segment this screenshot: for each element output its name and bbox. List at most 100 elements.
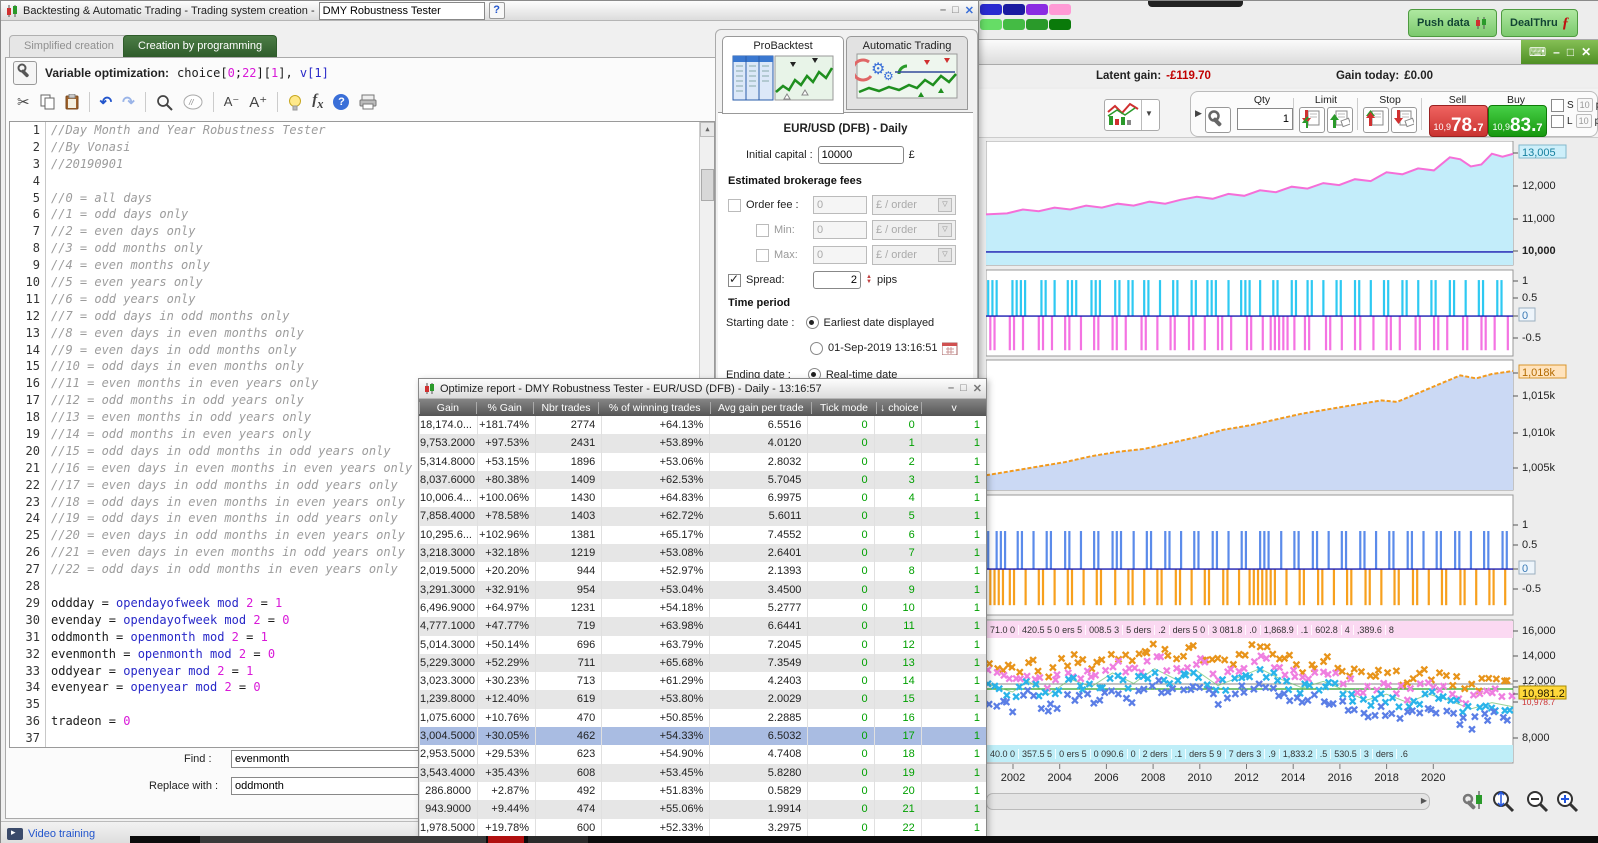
table-row[interactable]: 5,229.3000 +52.29% 711 +65.68% 7.3549 0 13 1	[419, 653, 986, 673]
palette-swatch[interactable]	[980, 4, 1002, 15]
workspace-palette[interactable]	[980, 4, 1090, 34]
collapsed-panel-handle[interactable]	[1148, 1, 1243, 7]
push-data-button[interactable]: Push data	[1408, 9, 1497, 37]
stop-buy-order-button[interactable]	[1391, 107, 1417, 133]
dealthru-button[interactable]: DealThru ƒ	[1501, 9, 1579, 37]
price-chart[interactable]: 13,00512,00011,00010,00010.50-0.51,018k1…	[986, 141, 1591, 791]
chart-settings-button[interactable]	[1460, 789, 1486, 815]
column-header--of-winning-trades[interactable]: % of winning trades	[598, 401, 710, 414]
print-icon[interactable]	[359, 94, 377, 110]
scroll-right-icon[interactable]: ▶	[1420, 796, 1427, 805]
table-row[interactable]: 10,295.6... +102.96% 1381 +65.17% 7.4552 0 6 1	[419, 525, 986, 545]
zoom-in-button[interactable]	[1554, 789, 1580, 815]
palette-swatch[interactable]	[1026, 19, 1048, 30]
palette-swatch[interactable]	[1049, 19, 1071, 30]
expand-arrow-icon[interactable]: ▶	[1195, 108, 1202, 118]
optimize-table-header[interactable]: Gain% Gain Nbr trades% of winning trades A…	[419, 399, 986, 416]
table-row[interactable]: 1,239.8000 +12.40% 619 +53.80% 2.0029 0 15 1	[419, 690, 986, 709]
code-line[interactable]: 21//16 = even days in even months in eve…	[10, 459, 700, 477]
table-row[interactable]: 286.8000 +2.87% 492 +51.83% 0.5829 0 20 1	[419, 781, 986, 801]
code-line[interactable]: 24//19 = odd days in even months in odd …	[10, 510, 700, 528]
palette-swatch[interactable]	[1003, 19, 1025, 30]
paste-icon[interactable]	[65, 94, 79, 110]
code-line[interactable]: 8//3 = odd months only	[10, 240, 700, 258]
video-training-link[interactable]: Video training	[28, 827, 96, 840]
code-line[interactable]: 25//20 = even days in odd months in even…	[10, 527, 700, 545]
redo-icon[interactable]: ↷	[122, 94, 135, 111]
min-fee-checkbox[interactable]	[756, 223, 769, 237]
code-line[interactable]: 3//20190901	[10, 155, 700, 173]
minimize-icon[interactable]: –	[1553, 45, 1560, 59]
scroll-up-icon[interactable]: ▲	[700, 122, 714, 137]
limit-buy-order-button[interactable]	[1327, 107, 1353, 133]
table-row[interactable]: 2,019.5000 +20.20% 944 +52.97% 2.1393 0 8 1	[419, 562, 986, 581]
calendar-icon[interactable]	[942, 341, 958, 355]
undo-icon[interactable]: ↶	[99, 94, 113, 111]
max-fee-unit-select[interactable]: £ / order ▽	[872, 245, 956, 265]
chevron-down-icon[interactable]: ▼	[1141, 100, 1156, 130]
spread-checkbox[interactable]	[728, 272, 741, 287]
chart-window-titlebar[interactable]: ⌨ – □ ✕	[978, 39, 1598, 65]
zoom-fit-button[interactable]	[1490, 789, 1516, 815]
tab-creation-by-programming[interactable]: Creation by programming	[123, 35, 278, 57]
column-header-tick-mode[interactable]: Tick mode	[810, 401, 877, 414]
column-header-v[interactable]: v	[921, 401, 986, 414]
table-row[interactable]: 3,218.3000 +32.18% 1219 +53.08% 2.6401 0 7 1	[419, 544, 986, 563]
column-header-avg-gain-per-trade[interactable]: Avg gain per trade	[709, 401, 811, 414]
table-row[interactable]: 3,023.3000 +30.23% 713 +61.29% 4.2403 0 14 1	[419, 672, 986, 691]
code-line[interactable]: 1//Day Month and Year Robustness Tester	[10, 122, 700, 139]
min-fee-unit-select[interactable]: £ / order ▽	[872, 220, 956, 240]
palette-swatch[interactable]	[1003, 4, 1025, 15]
code-line[interactable]: 17//12 = odd months in odd years only	[10, 392, 700, 410]
table-row[interactable]: 5,014.3000 +50.14% 696 +63.79% 7.2045 0 12 1	[419, 635, 986, 654]
order-fee-unit-select[interactable]: £ / order ▽	[872, 195, 956, 215]
code-line[interactable]: 14//9 = even days in odd months only	[10, 341, 700, 359]
code-line[interactable]: 15//10 = odd days in even months only	[10, 358, 700, 376]
zoom-out-button[interactable]	[1524, 789, 1550, 815]
code-line[interactable]: 9//4 = even months only	[10, 257, 700, 275]
scrollbar-thumb[interactable]	[701, 169, 714, 201]
limit-sell-order-button[interactable]	[1299, 107, 1325, 133]
palette-swatch[interactable]	[980, 19, 1002, 30]
copy-icon[interactable]	[40, 94, 55, 110]
table-row[interactable]: 4,777.1000 +47.77% 719 +63.98% 6.6441 0 11 1	[419, 617, 986, 636]
table-row[interactable]: 3,004.5000 +30.05% 462 +54.33% 6.5032 0 17 1	[419, 727, 986, 746]
column-header-nbr-trades[interactable]: Nbr trades	[532, 401, 599, 414]
code-line[interactable]: 26//21 = even days in even months in odd…	[10, 544, 700, 562]
qty-input[interactable]	[1237, 108, 1293, 130]
table-row[interactable]: 943.9000 +9.44% 474 +55.06% 1.9914 0 21 1	[419, 800, 986, 819]
column-header--gain[interactable]: % Gain	[475, 401, 533, 414]
chart-window-controls[interactable]: ⌨ – □ ✕	[1521, 40, 1598, 64]
code-line[interactable]: 4	[10, 172, 700, 190]
decrease-font-icon[interactable]: A⁻	[223, 94, 240, 109]
code-line[interactable]: 12//7 = odd days in odd months only	[10, 307, 700, 325]
code-line[interactable]: 28	[10, 578, 700, 595]
taskbar-sliver[interactable]	[130, 836, 1598, 843]
table-row[interactable]: 18,174.0... +181.74% 2774 +64.13% 6.5516 0 0 1	[419, 416, 986, 435]
table-row[interactable]: 3,543.4000 +35.43% 608 +53.45% 5.8280 0 19 1	[419, 763, 986, 782]
initial-capital-input[interactable]	[817, 146, 904, 164]
code-line[interactable]: 33 oddyear = openyear mod 2 = 1	[10, 662, 700, 680]
optimization-wrench-button[interactable]	[13, 61, 37, 85]
system-name-input[interactable]	[318, 1, 485, 20]
buy-button[interactable]: 10,9 83. 7	[1488, 105, 1547, 137]
maximize-icon[interactable]: □	[1566, 45, 1575, 59]
help-doc-icon[interactable]: ?	[488, 2, 505, 19]
column-header-choice[interactable]: ↓ choice	[876, 401, 921, 414]
code-line[interactable]: 20//15 = odd days in odd months in odd y…	[10, 442, 700, 460]
fx-insert-function-icon[interactable]: fx	[312, 92, 324, 111]
main-titlebar[interactable]: Backtesting & Automatic Trading - Tradin…	[1, 1, 978, 21]
min-fee-input[interactable]	[813, 221, 867, 239]
palette-swatch[interactable]	[1049, 4, 1071, 15]
starting-custom-radio[interactable]	[810, 341, 823, 355]
cut-icon[interactable]: ✂	[17, 94, 30, 111]
stop-sell-order-button[interactable]	[1363, 107, 1389, 133]
code-line[interactable]: 13//8 = even days in even months only	[10, 324, 700, 342]
increase-font-icon[interactable]: A⁺	[249, 94, 268, 111]
max-fee-input[interactable]	[813, 246, 867, 264]
search-icon[interactable]	[156, 94, 173, 111]
table-row[interactable]: 8,037.6000 +80.38% 1409 +62.53% 5.7045 0 3 1	[419, 470, 986, 490]
starting-earliest-radio[interactable]	[805, 316, 819, 329]
code-line[interactable]: 18//13 = even months in odd years only	[10, 409, 700, 427]
limit-checkbox[interactable]	[1551, 114, 1564, 128]
